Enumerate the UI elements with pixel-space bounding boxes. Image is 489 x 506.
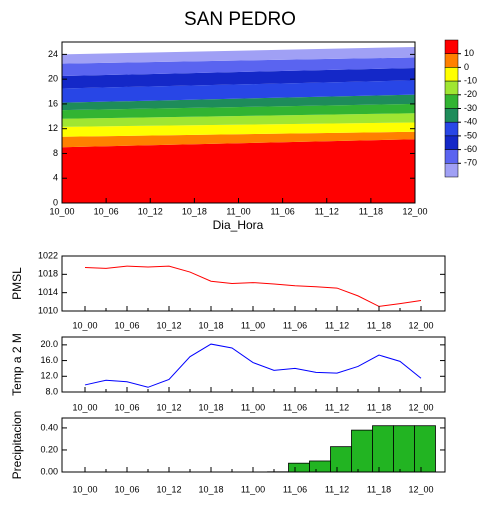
bar: [288, 462, 310, 473]
colorbar-swatch: [444, 67, 459, 82]
x-tick-label: 10_12: [138, 206, 163, 216]
colorbar-swatch: [444, 163, 459, 178]
x-tick-label: 11_00: [241, 402, 265, 412]
chart-title: SAN PEDRO: [184, 9, 296, 30]
colorbar-swatch: [444, 80, 459, 96]
bar: [330, 446, 352, 473]
x-tick-label: 11_06: [283, 320, 307, 330]
colorbar-swatch: [444, 121, 459, 137]
y-tick-label: 24: [48, 49, 58, 59]
x-tick-label: 10_18: [198, 320, 223, 330]
x-tick-label: 11_00: [241, 484, 265, 494]
y-tick-label: 12: [48, 123, 58, 133]
plot-frame: [61, 255, 446, 312]
x-tick-label: 12_00: [408, 484, 433, 494]
x-tick-label: 10_06: [114, 320, 139, 330]
line: [84, 343, 422, 388]
x-tick-label: 11_12: [325, 484, 349, 494]
x-tick-label: 12_00: [408, 320, 433, 330]
colorbar-swatch: [444, 53, 459, 68]
y-tick-label: 20.0: [40, 339, 58, 349]
x-tick-label: 11_18: [367, 402, 391, 412]
contour-band: [62, 103, 415, 119]
x-tick-label: 10_06: [114, 484, 139, 494]
colorbar-label: 10: [464, 48, 474, 58]
x-tick-label: 10_06: [94, 206, 119, 216]
x-tick-label: 10_18: [198, 402, 223, 412]
x-tick-label: 11_18: [367, 320, 391, 330]
contour-band: [62, 139, 415, 203]
x-tick-label: 10_18: [198, 484, 223, 494]
x-tick-label: 10_18: [182, 206, 207, 216]
line: [84, 265, 422, 307]
bar: [372, 425, 394, 473]
x-tick-label: 10_12: [156, 484, 181, 494]
colorbar-label: 0: [464, 62, 469, 72]
x-tick-label: 10_00: [72, 484, 97, 494]
contour-band: [62, 94, 415, 111]
plot-frame: [61, 336, 446, 393]
contour-band: [62, 46, 415, 64]
x-tick-label: 11_12: [325, 320, 349, 330]
y-tick-label: 16: [48, 98, 58, 108]
y-tick-label: 0.00: [40, 466, 58, 476]
colorbar-swatch: [444, 149, 459, 164]
x-tick-label: 10_06: [114, 402, 139, 412]
contour-band: [62, 113, 415, 127]
y-tick-label: 20: [48, 74, 58, 84]
x-tick-label: 11_06: [283, 484, 307, 494]
x-tick-label: 11_18: [367, 484, 391, 494]
y-tick-label: 1014: [38, 287, 58, 297]
y-tick-label: 4: [53, 173, 58, 183]
x-tick-label: 11_12: [325, 402, 349, 412]
y-tick-label: 16.0: [40, 355, 58, 365]
contour-band: [62, 80, 415, 103]
y-axis-label: Precipitacion: [10, 411, 24, 480]
y-tick-label: 12.0: [40, 371, 58, 381]
x-tick-label: 10_00: [49, 206, 74, 216]
y-tick-label: 1018: [38, 269, 58, 279]
y-tick-label: 1022: [38, 250, 58, 260]
x-tick-label: 10_00: [72, 402, 97, 412]
y-tick-label: 0: [53, 197, 58, 207]
colorbar-label: -30: [464, 103, 477, 113]
y-axis-label: Temp a 2 M: [10, 333, 24, 396]
x-tick-label: 12_00: [402, 206, 427, 216]
y-axis-label: PMSL: [10, 267, 24, 300]
colorbar-label: -10: [464, 75, 477, 85]
x-tick-label: 11_00: [226, 206, 250, 216]
x-tick-label: 11_18: [359, 206, 383, 216]
x-tick-label: 10_12: [156, 320, 181, 330]
x-tick-label: 11_06: [283, 402, 307, 412]
colorbar-swatch: [444, 108, 459, 123]
contour-band: [62, 68, 415, 89]
y-tick-label: 0.40: [40, 422, 58, 432]
y-tick-label: 8: [53, 148, 58, 158]
x-tick-label: 10_00: [72, 320, 97, 330]
bar: [393, 425, 415, 473]
x-tick-label: 12_00: [408, 402, 433, 412]
colorbar-swatch: [444, 39, 459, 54]
bar: [309, 460, 331, 473]
colorbar-label: -40: [464, 117, 477, 127]
colorbar-label: -20: [464, 89, 477, 99]
x-axis-label: Dia_Hora: [213, 218, 264, 232]
y-tick-label: 8.0: [45, 386, 58, 396]
x-tick-label: 11_12: [315, 206, 339, 216]
x-tick-label: 11_06: [270, 206, 294, 216]
bar: [351, 429, 373, 473]
colorbar-label: -50: [464, 130, 477, 140]
x-tick-label: 10_12: [156, 402, 181, 412]
contour-band: [62, 122, 415, 137]
colorbar-swatch: [444, 94, 459, 109]
y-tick-label: 0.20: [40, 444, 58, 454]
y-tick-label: 1010: [38, 305, 58, 315]
colorbar-swatch: [444, 135, 459, 150]
bar: [414, 425, 436, 473]
contour-band: [62, 131, 415, 148]
colorbar-label: -70: [464, 158, 477, 168]
x-tick-label: 11_00: [241, 320, 265, 330]
colorbar-label: -60: [464, 144, 477, 154]
